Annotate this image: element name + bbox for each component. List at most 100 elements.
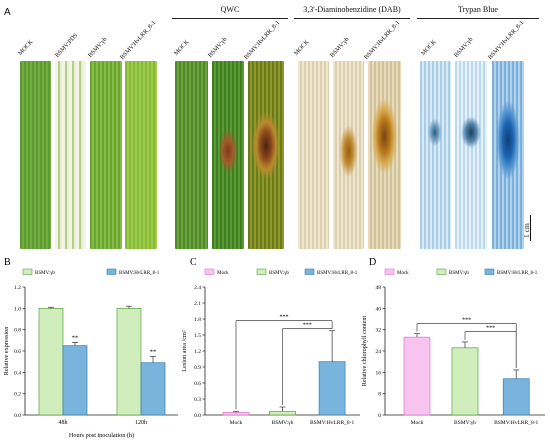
x-tick-label: BSMV:γb — [454, 420, 476, 426]
trypan-header-line — [417, 18, 539, 19]
y-tick-label: 1.0 — [14, 306, 21, 312]
x-tick-label: Mock — [230, 420, 243, 426]
x-tick-label: 120h — [135, 420, 147, 426]
leaf-photo-trypan-hvlrr — [492, 61, 524, 249]
leaf-photo-gb — [90, 61, 122, 249]
qwc-title: QWC — [220, 5, 240, 14]
legend-item-swatch — [384, 268, 395, 275]
y-axis-label: Lesion area /cm² — [181, 330, 188, 372]
bar — [116, 307, 142, 416]
x-tick-label: Mock — [411, 420, 424, 426]
leaf-photo-hvlrr — [125, 61, 157, 249]
legend-item-swatch — [22, 268, 33, 275]
significance-label: ** — [150, 348, 157, 355]
leaf-label: BSMV:HvLRR_8-1 — [242, 19, 282, 61]
significance-label: *** — [486, 326, 495, 332]
charts-svg: B 0.0 0.2 0.4 0.6 0.8 1.0 1.2 Relative expressio… — [3, 257, 545, 439]
bar — [451, 347, 479, 416]
significance-label: *** — [462, 318, 471, 324]
y-tick-label: 24 — [376, 349, 382, 355]
leaf-photo-dab-gb — [333, 61, 364, 249]
panel-letter: D — [369, 257, 376, 268]
y-tick-label: 1.2 — [14, 285, 21, 291]
y-tick-label: 0.9 — [194, 365, 201, 371]
leaf-label: BSMV:HvLRR_8-1 — [362, 19, 402, 61]
legend-item-swatch — [204, 268, 215, 275]
legend-item: BSMV:γb — [269, 271, 289, 276]
leaf-photo-qwc-hvlrr — [248, 61, 284, 249]
bar — [38, 307, 64, 416]
leaf-label: BSMV:γb — [452, 36, 475, 59]
y-tick-label: 40 — [376, 306, 382, 312]
y-tick-label: 0.4 — [14, 370, 21, 376]
y-tick-label: 16 — [376, 370, 382, 376]
bar — [222, 411, 250, 416]
y-tick-label: 32 — [376, 328, 382, 334]
legend-item: BSMV:HvLRR_8-1 — [497, 271, 538, 276]
y-tick-label: 0.0 — [194, 413, 201, 419]
leaf-label: BSMV:HvLRR_8-1 — [118, 19, 158, 61]
bar — [140, 362, 166, 416]
leaf-label: BSMV:γb — [206, 36, 229, 59]
leaf-photo-dab-hvlrr — [368, 61, 401, 249]
y-tick-label: 0.3 — [194, 397, 201, 403]
leaf-photo-qwc-gb — [212, 61, 244, 249]
legend-item: BSMV:HvLRR_8-1 — [317, 271, 358, 276]
bar — [403, 336, 431, 416]
scale-bar — [530, 215, 531, 241]
significance-label: ** — [72, 334, 79, 341]
leaf-photo-trypan-gb — [455, 61, 487, 249]
y-tick-label: 0.6 — [14, 349, 21, 355]
bar — [269, 410, 296, 416]
y-tick-label: 0.6 — [194, 381, 201, 387]
dab-title: 3,3'-Diaminobenzidine (DAB) — [303, 5, 401, 14]
x-tick-label: BSMV:HvLRR_8-1 — [494, 420, 538, 426]
legend-item-swatch — [436, 268, 447, 275]
y-tick-label: 0 — [378, 413, 381, 419]
leaf-label: MOCK — [172, 38, 191, 57]
leaf-photo-mock — [20, 61, 51, 249]
legend-item-swatch — [484, 268, 495, 275]
leaf-label: BSMV:HvLRR_8-1 — [486, 19, 526, 61]
x-axis-label: Hours post inoculation (h) — [69, 432, 134, 439]
scale-bar-label: 1 cm — [522, 223, 531, 238]
leaf-photo-qwc-mock — [175, 61, 208, 249]
trypan-title: Trypan Blue — [458, 5, 498, 14]
panel-a-letter: A — [4, 7, 11, 18]
leaf-label: BSMV:γb — [328, 36, 351, 59]
qwc-header-line — [172, 18, 288, 19]
y-tick-label: 8 — [378, 392, 381, 398]
x-tick-label: BSMV:HvLRR_8-1 — [310, 420, 354, 426]
leaf-photo-trypan-mock — [420, 61, 451, 249]
leaf-label: BSMV:PDS — [53, 31, 80, 59]
y-tick-label: 0.8 — [14, 328, 21, 334]
leaf-label: MOCK — [292, 38, 311, 57]
legend-item-swatch — [256, 268, 267, 275]
y-tick-label: 2.1 — [194, 301, 201, 307]
significance-label: *** — [280, 315, 289, 321]
leaf-photo-dab-mock — [298, 61, 329, 249]
y-tick-label: 48 — [376, 285, 382, 291]
y-tick-label: 1.2 — [194, 349, 201, 355]
x-tick-label: BSMV:γb — [272, 420, 294, 426]
legend-item-swatch — [304, 268, 315, 275]
bar — [318, 361, 346, 416]
y-axis-label: Relative expression — [3, 327, 10, 376]
y-axis-label: Relative chlorophyll content — [361, 315, 368, 386]
y-tick-label: 1.8 — [194, 317, 201, 323]
y-tick-label: 0.2 — [14, 392, 21, 398]
y-tick-label: 2.4 — [194, 285, 201, 291]
y-tick-label: 1.5 — [194, 333, 201, 339]
legend-item: BSMV:γb — [35, 271, 55, 276]
panel-letter: B — [4, 257, 11, 268]
x-tick-label: 48h — [59, 420, 68, 426]
significance-label: *** — [303, 323, 312, 329]
legend-item: BSMV:γb — [449, 271, 469, 276]
legend-item-swatch — [106, 268, 117, 275]
leaf-label: BSMV:γb — [86, 36, 109, 59]
panel-letter: C — [190, 257, 197, 268]
bar — [502, 378, 530, 416]
legend-item: BSMV:HvLRR_8-1 — [119, 271, 160, 276]
y-tick-label: 0.0 — [14, 413, 21, 419]
leaf-photo-pds — [55, 61, 86, 249]
